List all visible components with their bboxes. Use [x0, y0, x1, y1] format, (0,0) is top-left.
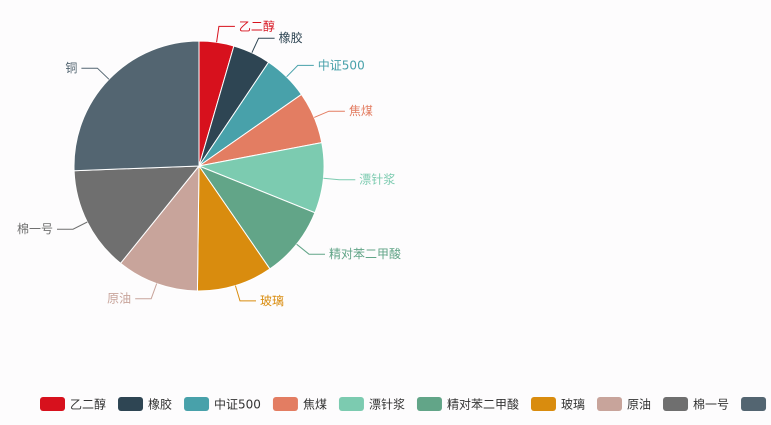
legend-label: 橡胶	[148, 397, 172, 412]
slice-label-原油: 原油	[107, 292, 131, 306]
legend-label: 中证500	[214, 397, 261, 412]
legend-item-焦煤[interactable]: 焦煤	[272, 397, 327, 412]
label-line-精对苯二甲酸	[296, 243, 325, 255]
label-line-焦煤	[314, 110, 345, 118]
label-line-玻璃	[234, 285, 256, 302]
legend-item-中证500[interactable]: 中证500	[184, 397, 261, 412]
slice-label-焦煤: 焦煤	[349, 104, 373, 118]
legend-swatch	[416, 397, 442, 411]
pie-slice-原油[interactable]	[119, 164, 200, 292]
slice-label-精对苯二甲酸: 精对苯二甲酸	[329, 246, 401, 261]
label-line-橡胶	[251, 37, 275, 53]
legend-item-铜[interactable]: 铜	[741, 397, 771, 412]
label-line-铜	[81, 67, 110, 80]
pie-slice-玻璃[interactable]	[196, 164, 271, 292]
legend-swatch	[118, 397, 144, 411]
legend-label: 棉一号	[693, 398, 729, 412]
legend-label: 玻璃	[561, 398, 585, 412]
legend-item-乙二醇[interactable]: 乙二醇	[40, 397, 106, 412]
legend-swatch	[272, 397, 298, 411]
legend-item-精对苯二甲酸[interactable]: 精对苯二甲酸	[416, 397, 519, 412]
legend-label: 焦煤	[303, 398, 327, 412]
legend-swatch	[530, 397, 556, 411]
legend-swatch	[663, 397, 689, 411]
legend-label: 漂针浆	[369, 397, 405, 412]
slice-label-棉一号: 棉一号	[17, 222, 53, 236]
legend-swatch	[597, 397, 622, 411]
legend-label: 乙二醇	[70, 397, 106, 412]
legend-item-玻璃[interactable]: 玻璃	[530, 397, 585, 412]
label-line-原油	[135, 283, 158, 300]
pie-slice-铜[interactable]	[73, 40, 200, 172]
legend-item-漂针浆[interactable]: 漂针浆	[338, 397, 405, 412]
slice-label-乙二醇: 乙二醇	[239, 18, 275, 33]
legend-item-棉一号[interactable]: 棉一号	[663, 397, 729, 412]
slice-label-玻璃: 玻璃	[260, 294, 284, 308]
pie-slices	[73, 40, 325, 292]
legend-swatch	[184, 397, 210, 411]
legend-item-橡胶[interactable]: 橡胶	[118, 397, 172, 412]
legend-swatch	[40, 397, 65, 411]
legend-label: 精对苯二甲酸	[447, 397, 519, 412]
slice-label-中证500: 中证500	[318, 57, 365, 72]
slice-label-橡胶: 橡胶	[279, 30, 303, 45]
legend-swatch	[338, 397, 364, 411]
slice-label-铜: 铜	[65, 60, 77, 75]
slice-label-漂针浆: 漂针浆	[359, 172, 395, 187]
legend-swatch	[741, 397, 767, 411]
label-line-中证500	[286, 64, 314, 78]
label-line-漂针浆	[323, 177, 356, 181]
legend-item-原油[interactable]: 原油	[597, 397, 651, 412]
legend-label: 原油	[627, 398, 651, 412]
label-line-乙二醇	[216, 25, 235, 43]
label-line-棉一号	[57, 221, 88, 230]
